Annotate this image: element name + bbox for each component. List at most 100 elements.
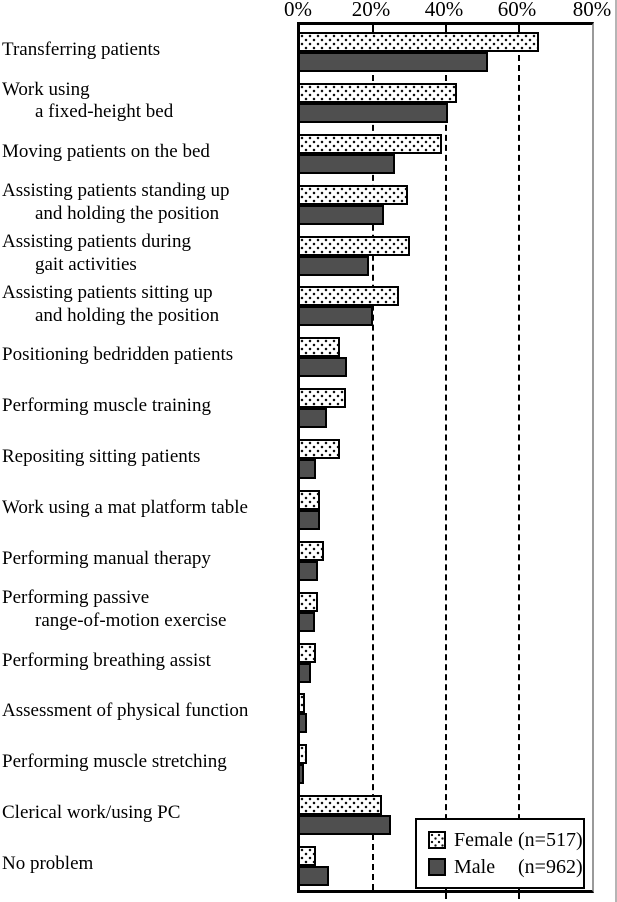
category-label-line: Positioning bedridden patients [2,344,234,366]
female-bar [300,489,321,510]
female-bar [300,82,457,103]
bar-group [300,432,592,483]
category-label-line: gait activities [35,253,137,275]
legend-entry-male: Male (n=962) [428,857,583,877]
category-label-line: Assisting patients during [2,231,191,253]
legend-entry-female: Female (n=517) [428,830,583,850]
category-label-line: Repositing sitting patients [2,446,201,468]
category-label: Work using a fixed-height bed [2,76,294,127]
male-bar [300,764,304,785]
female-bar [300,133,443,154]
legend-male-name: Male [454,856,496,879]
bar-group [300,534,592,585]
female-bar [300,744,308,765]
female-bar [300,337,341,358]
category-label: No problem [2,839,294,890]
female-bar [300,540,324,561]
plot-area [297,22,594,899]
female-bar [300,184,408,205]
category-label: Assessment of physical function [2,686,294,737]
category-label-line: Work using [2,78,90,100]
category-label: Work using a mat platform table [2,483,294,534]
male-bar [300,866,330,886]
male-bar [300,662,311,683]
category-label-line: Performing muscle stretching [2,751,227,773]
category-label: Performing passive range-of-motion exerci… [2,585,294,636]
bar-rows [300,25,592,890]
female-swatch-icon [428,830,446,849]
male-bar [300,306,373,327]
male-bar [300,611,315,632]
category-label-line: Assessment of physical function [2,700,249,722]
category-label: Assisting patients standing up and holdin… [2,178,294,229]
category-label: Performing breathing assist [2,636,294,687]
bar-group [300,737,592,788]
male-bar [300,255,370,276]
bar-group [300,76,592,127]
category-label: Assisting patients during gait activities [2,229,294,280]
female-bar [300,642,317,663]
category-label: Performing manual therapy [2,534,294,585]
male-swatch-icon [428,858,446,877]
bottom-tick-60pct [518,893,520,899]
bottom-tick-40pct [445,893,447,899]
x-axis-tick-label-20: 20% [351,0,391,21]
bar-group [300,483,592,534]
x-axis-tick-label-60: 60% [497,0,537,21]
category-label-line: Performing manual therapy [2,547,211,569]
gridline-40pct [445,25,447,890]
male-bar [300,560,319,581]
female-bar [300,286,399,307]
x-axis-tick-label-40: 40% [424,0,464,21]
female-bar [300,795,383,816]
female-bar [300,439,341,459]
category-label: Repositing sitting patients [2,432,294,483]
female-bar [300,846,317,866]
female-bar [300,32,540,52]
bar-group [300,839,592,890]
male-bar [300,815,392,836]
category-label-line: and holding the position [35,304,220,326]
category-label-line: Moving patients on the bed [2,140,210,162]
top-tick-20pct [372,25,374,32]
x-axis-tick-label-80: 80% [572,0,612,21]
bar-group [300,636,592,687]
bar-group [300,788,592,839]
category-label-line: Work using a mat platform table [2,496,248,518]
category-label-line: No problem [2,853,94,875]
x-axis-tick-label-0: 0% [284,0,312,21]
bar-group [300,178,592,229]
male-bar [300,52,488,72]
male-bar [300,713,308,734]
category-label: Performing muscle training [2,381,294,432]
male-bar [300,102,448,123]
legend-female-count: (n=517) [518,828,583,851]
category-label: Performing muscle stretching [2,737,294,788]
category-label: Positioning bedridden patients [2,330,294,381]
category-label-line: Clerical work/using PC [2,802,181,824]
female-bar [300,235,410,256]
gridline-60pct [518,25,520,890]
bar-group [300,25,592,76]
category-label: Assisting patients sitting up and holding… [2,279,294,330]
female-bar [300,591,319,612]
category-label-line: Assisting patients standing up [2,180,230,202]
category-label-line: and holding the position [35,203,220,225]
gridline-20pct [372,25,374,890]
category-label-line: Performing passive [2,587,150,609]
bar-group [300,686,592,737]
female-bar [300,388,346,409]
bar-group [300,127,592,178]
category-label-line: a fixed-height bed [35,101,174,123]
legend-male-count: (n=962) [518,856,583,879]
male-bar [300,408,328,429]
legend-female-name: Female [454,828,513,851]
legend: Female (n=517) Male (n=962) [415,818,585,889]
category-label-line: Assisting patients sitting up [2,282,213,304]
category-label: Clerical work/using PC [2,788,294,839]
bar-group [300,330,592,381]
bar-group [300,585,592,636]
category-label-line: Transferring patients [2,39,161,61]
top-tick-40pct [445,25,447,32]
